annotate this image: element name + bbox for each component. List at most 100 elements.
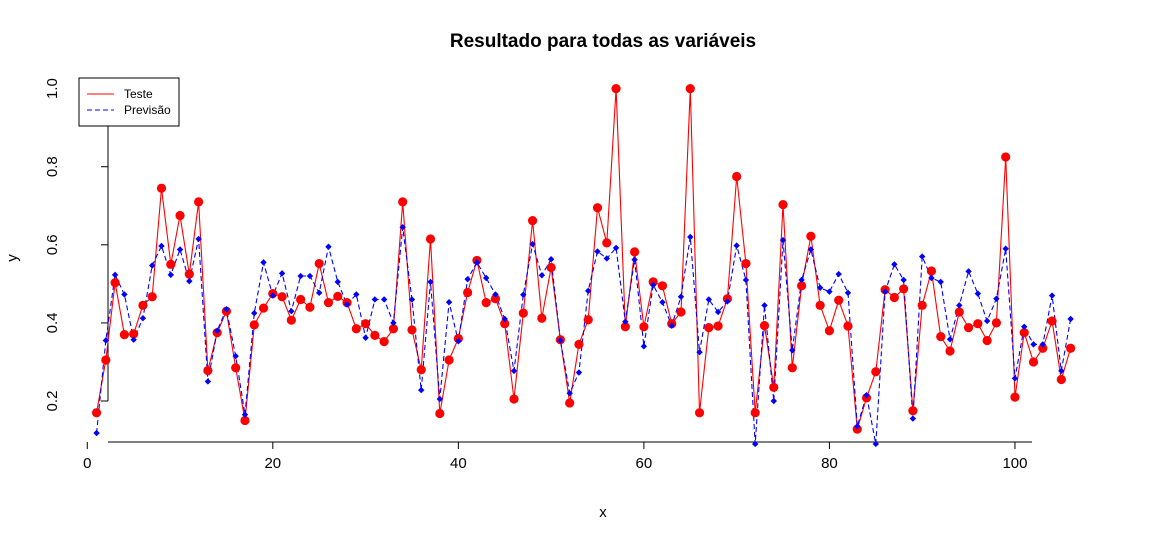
- data-point-previsao: [167, 271, 174, 279]
- data-point-previsao: [1002, 245, 1009, 252]
- data-point-previsao: [603, 255, 610, 262]
- data-point-previsao: [1067, 315, 1074, 323]
- y-tick-label: 0.2: [44, 391, 61, 412]
- data-point-teste: [963, 322, 974, 333]
- data-point-previsao: [585, 287, 592, 295]
- data-point-teste: [435, 408, 445, 419]
- data-point-teste: [639, 322, 649, 332]
- data-point-teste: [657, 281, 668, 291]
- data-point-teste: [546, 262, 556, 273]
- y-tick-label: 0.8: [44, 156, 61, 177]
- data-point-teste: [277, 292, 287, 302]
- data-point-teste: [314, 258, 324, 269]
- data-point-teste: [889, 292, 899, 303]
- data-point-previsao: [993, 295, 1000, 302]
- data-point-teste: [565, 398, 575, 408]
- y-ticks: 0.2 0.4 0.6 0.8 1.0: [44, 78, 108, 411]
- data-point-previsao: [594, 248, 601, 255]
- data-point-previsao: [557, 337, 564, 344]
- data-point-previsao: [872, 440, 880, 448]
- y-tick-label: 0.4: [44, 312, 61, 333]
- data-point-previsao: [566, 389, 573, 397]
- data-point-teste: [509, 394, 519, 404]
- data-point-previsao: [538, 272, 546, 279]
- data-point-previsao: [93, 429, 100, 437]
- data-point-previsao: [983, 317, 991, 325]
- data-point-previsao: [297, 272, 304, 280]
- data-point-previsao: [816, 284, 824, 291]
- data-point-teste: [1019, 328, 1029, 338]
- data-point-teste: [240, 415, 250, 426]
- data-point-previsao: [380, 296, 388, 303]
- data-point-previsao: [974, 290, 982, 297]
- plot-area: [91, 84, 1076, 448]
- y-tick-label: 0.6: [44, 234, 61, 255]
- data-point-previsao: [510, 367, 518, 375]
- data-point-teste: [333, 291, 343, 301]
- data-point-previsao: [937, 278, 944, 286]
- data-point-previsao: [881, 288, 889, 295]
- data-point-teste: [379, 337, 389, 347]
- data-point-teste: [676, 307, 686, 317]
- data-point-previsao: [770, 397, 777, 405]
- data-point-teste: [620, 322, 630, 332]
- chart-title: Resultado para todas as variáveis: [450, 31, 756, 52]
- data-point-teste: [398, 197, 408, 207]
- data-point-teste: [537, 313, 547, 323]
- data-point-teste: [945, 346, 955, 356]
- data-point-previsao: [343, 301, 351, 308]
- data-point-previsao: [325, 243, 332, 250]
- data-point-teste: [769, 382, 779, 392]
- data-point-teste: [611, 84, 621, 94]
- data-point-previsao: [547, 256, 555, 263]
- data-point-teste: [527, 216, 538, 226]
- data-point-teste: [156, 183, 167, 193]
- data-point-previsao: [965, 268, 972, 275]
- data-point-teste: [834, 295, 844, 305]
- data-point-previsao: [677, 293, 685, 300]
- data-point-teste: [323, 298, 334, 308]
- data-point-teste: [1038, 343, 1048, 353]
- data-point-teste: [296, 294, 306, 305]
- data-point-teste: [286, 315, 296, 325]
- data-point-previsao: [362, 334, 369, 341]
- data-point-previsao: [844, 289, 852, 297]
- x-axis-label: x: [599, 504, 607, 521]
- data-point-previsao: [149, 262, 156, 269]
- legend: Teste Previsão: [78, 77, 180, 127]
- data-point-teste: [778, 199, 788, 210]
- data-point-previsao: [260, 259, 267, 266]
- x-tick-label: 80: [821, 455, 838, 472]
- data-point-teste: [175, 210, 185, 221]
- data-point-teste: [490, 294, 501, 304]
- data-point-previsao: [761, 302, 768, 309]
- data-point-previsao: [418, 386, 425, 394]
- data-point-previsao: [445, 299, 453, 306]
- data-point-previsao: [668, 322, 675, 329]
- data-point-previsao: [1058, 367, 1065, 375]
- data-point-teste: [463, 287, 473, 298]
- data-point-previsao: [213, 327, 221, 334]
- data-point-previsao: [501, 315, 508, 323]
- axes: 0 20 40 60 80 100 0.2 0.4 0.6 0.8 1.0: [44, 78, 1032, 472]
- data-point-teste: [351, 324, 361, 334]
- series-markers: [91, 84, 1076, 448]
- data-point-previsao: [315, 289, 323, 297]
- data-point-previsao: [278, 270, 286, 277]
- data-point-teste: [500, 319, 510, 329]
- data-point-previsao: [176, 246, 184, 253]
- data-point-teste: [732, 171, 742, 182]
- data-point-previsao: [742, 276, 750, 284]
- data-point-previsao: [121, 291, 128, 298]
- y-axis-label: y: [4, 254, 21, 262]
- data-point-teste: [249, 320, 259, 330]
- data-point-teste: [138, 300, 148, 310]
- data-point-previsao: [891, 261, 898, 268]
- data-point-previsao: [251, 309, 258, 317]
- data-point-previsao: [575, 369, 583, 376]
- x-tick-label: 0: [83, 455, 91, 472]
- data-point-teste: [129, 329, 139, 339]
- data-point-previsao: [1030, 341, 1037, 348]
- x-tick-label: 100: [1002, 455, 1027, 472]
- data-point-teste: [787, 363, 797, 373]
